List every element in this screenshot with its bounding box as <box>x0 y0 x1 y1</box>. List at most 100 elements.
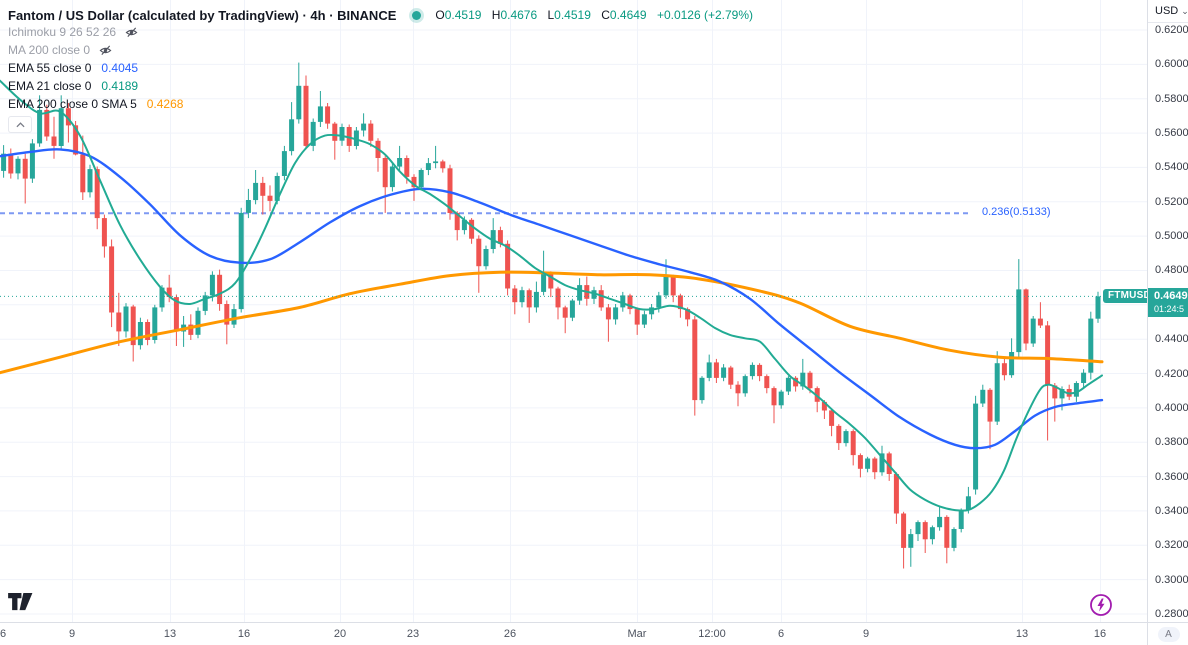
candle-body <box>65 108 71 126</box>
candle-body <box>425 163 431 170</box>
candle-body <box>577 285 583 301</box>
candle-body <box>469 219 475 239</box>
legend-label: EMA 55 close 0 <box>8 61 92 75</box>
candle-body <box>649 307 655 315</box>
candle-body <box>145 322 151 340</box>
price-tick-label: 0.4800 <box>1155 264 1188 277</box>
candle-body <box>281 151 287 176</box>
candle-body <box>692 319 698 401</box>
candle-body <box>944 516 950 548</box>
currency-label: USD <box>1155 5 1179 17</box>
candle-body <box>368 123 374 141</box>
candle-body <box>1023 289 1029 344</box>
candle-body <box>915 522 921 535</box>
chart-canvas[interactable] <box>0 0 1147 622</box>
price-axis[interactable]: USD ⌄ 0.4649 01:24:5 0.6200 0.6000 0.5800 0… <box>1147 0 1188 622</box>
candle-body <box>929 527 935 540</box>
candle-body <box>238 212 244 310</box>
candle-body <box>685 309 691 320</box>
price-tick-label: 0.6000 <box>1155 58 1188 71</box>
ma-line-ema21 <box>0 79 1103 512</box>
auto-scale-button[interactable]: A <box>1157 626 1180 642</box>
candle-body <box>433 161 439 164</box>
market-status-dot[interactable] <box>412 10 422 20</box>
price-tick-label: 0.3400 <box>1155 504 1188 517</box>
fib-level-label[interactable]: 0.236(0.5133) <box>982 206 1051 219</box>
candle-body <box>519 290 525 303</box>
close-label: C <box>601 8 610 22</box>
candle-body <box>872 458 878 473</box>
candle-body <box>1095 296 1101 319</box>
close-value: 0.4649 <box>609 8 647 22</box>
legend-row-ichimoku[interactable]: Ichimoku 9 26 52 26 <box>8 23 183 41</box>
candle-body <box>87 169 93 193</box>
chart-header: Fantom / US Dollar (calculated by Tradin… <box>8 5 753 25</box>
price-tick-label: 0.3600 <box>1155 470 1188 483</box>
candle-body <box>123 306 129 332</box>
current-price-value: 0.4649 <box>1154 290 1188 303</box>
currency-selector[interactable]: USD ⌄ <box>1148 0 1188 23</box>
candle-body <box>159 287 165 308</box>
legend-row-ema55[interactable]: EMA 55 close 0 0.4045 <box>8 59 183 77</box>
time-axis[interactable]: 6 9 13 16 20 23 26 Mar 12:00 6 9 13 16 <box>0 622 1147 645</box>
candle-body <box>1 153 7 171</box>
candle-body <box>274 176 280 201</box>
candle-body <box>353 130 359 146</box>
candle-body <box>620 295 626 308</box>
current-price-label: 0.4649 01:24:5 <box>1148 288 1188 318</box>
candle-body <box>116 312 122 332</box>
candle-body <box>735 384 741 394</box>
candle-body <box>29 143 35 179</box>
candle-body <box>965 496 971 510</box>
candle-body <box>641 314 647 325</box>
candle-body <box>627 295 633 310</box>
candle-body <box>1030 318 1036 344</box>
candle-body <box>260 182 266 196</box>
time-tick-label: 6 <box>0 628 7 640</box>
candle-body <box>757 364 763 377</box>
candle-body <box>605 307 611 320</box>
candle-body <box>497 230 503 244</box>
time-tick-label: 23 <box>406 628 420 640</box>
candle-body <box>217 274 223 304</box>
legend-label: EMA 21 close 0 <box>8 79 92 93</box>
price-line-symbol-tag: FTMUSD <box>1103 289 1147 304</box>
candle-body <box>677 295 683 310</box>
eye-hidden-icon[interactable] <box>99 44 112 57</box>
price-tick-label: 0.5800 <box>1155 92 1188 105</box>
candle-body <box>807 372 813 389</box>
candle-body <box>548 273 554 289</box>
candle-body <box>742 376 748 394</box>
candle-body <box>526 290 532 308</box>
candle-body <box>937 516 943 528</box>
candle-body <box>440 161 446 169</box>
high-value: 0.4676 <box>500 8 538 22</box>
candle-body <box>224 304 230 325</box>
candle-body <box>1059 389 1065 399</box>
ma-line-ema200 <box>0 270 1104 375</box>
candle-body <box>289 119 295 152</box>
candle-body <box>245 200 251 213</box>
legend-row-ema21[interactable]: EMA 21 close 0 0.4189 <box>8 77 183 95</box>
eye-hidden-icon[interactable] <box>125 26 138 39</box>
candle-body <box>764 376 770 389</box>
time-tick-label: 9 <box>68 628 76 640</box>
chart-pane[interactable]: Fantom / US Dollar (calculated by Tradin… <box>0 0 1147 622</box>
legend-collapse-button[interactable] <box>8 116 32 133</box>
candle-body <box>389 166 395 188</box>
candle-body <box>541 273 547 292</box>
candle-body <box>58 108 64 146</box>
legend-row-ema200[interactable]: EMA 200 close 0 SMA 5 0.4268 <box>8 95 183 113</box>
candle-body <box>231 309 237 325</box>
tradingview-logo[interactable] <box>7 592 34 617</box>
candle-body <box>598 290 604 308</box>
legend-row-ma200[interactable]: MA 200 close 0 <box>8 41 183 59</box>
boost-button[interactable] <box>1089 593 1113 617</box>
candle-body <box>101 218 107 247</box>
low-value: 0.4519 <box>554 8 591 22</box>
symbol-title[interactable]: Fantom / US Dollar (calculated by Tradin… <box>8 7 397 23</box>
price-tick-label: 0.4000 <box>1155 401 1188 414</box>
candle-body <box>461 219 467 231</box>
tv-logo-icon <box>8 592 33 611</box>
low-label: L <box>547 8 555 22</box>
